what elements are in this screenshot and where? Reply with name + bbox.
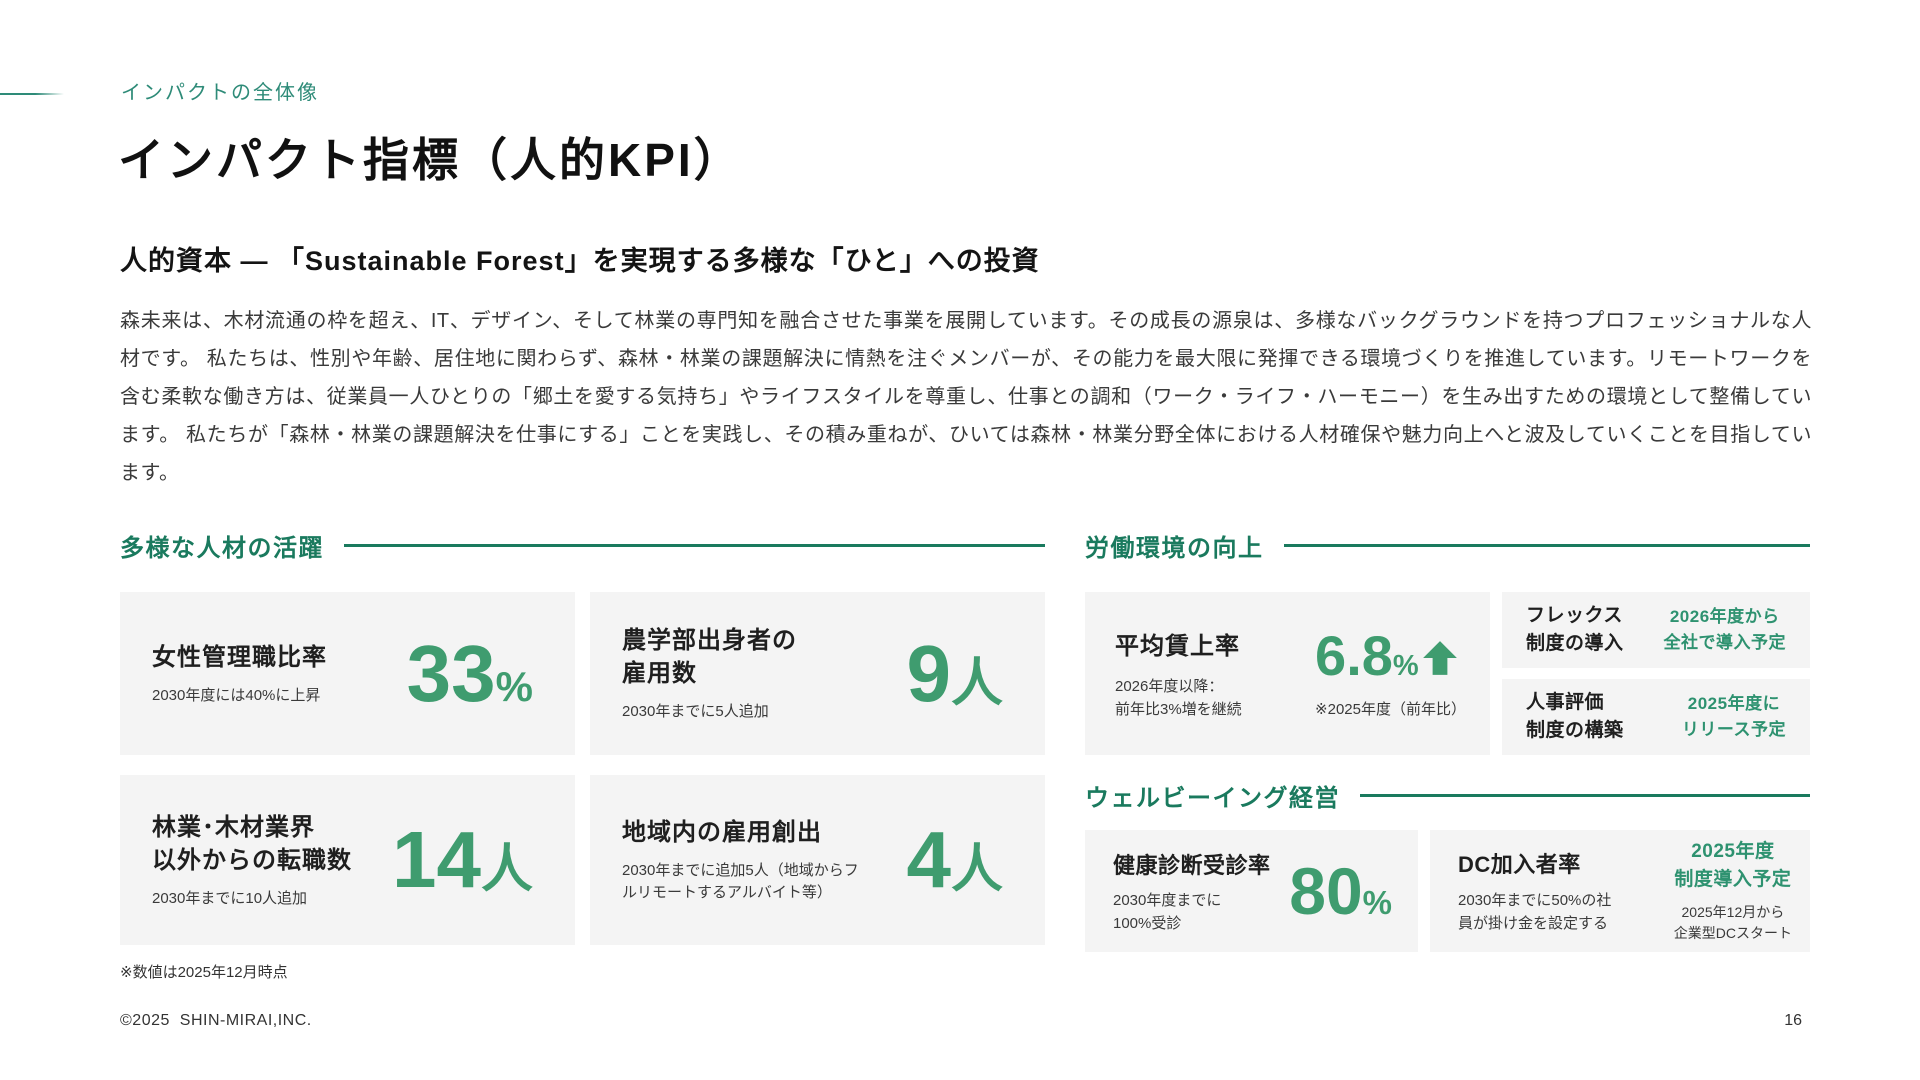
kpi-info: DC加入者率 2030年までに50%の社 員が掛け金を設定する <box>1458 847 1611 935</box>
mini-card-flex-system: フレックス 制度の導入 2026年度から 全社で導入予定 <box>1502 592 1810 668</box>
kpi-label: 健康診断受診率 <box>1113 852 1271 878</box>
eyebrow-label: インパクトの全体像 <box>121 82 319 104</box>
kpi-value: 9人 <box>906 628 1003 718</box>
kpi-note: 2030年までに5人追加 <box>622 703 769 720</box>
kpi-card-career-changers: 林業･木材業界 以外からの転職数 2030年までに10人追加 14人 <box>120 775 575 945</box>
kpi-info: 農学部出身者の 雇用数 2030年までに5人追加 <box>622 624 797 723</box>
kpi-card-dc-enrollment: DC加入者率 2030年までに50%の社 員が掛け金を設定する 2025年度 制… <box>1430 830 1810 952</box>
kpi-value: 4人 <box>906 815 1003 904</box>
wellbeing-section-rule <box>1360 793 1810 797</box>
kpi-card-wage-increase: 平均賃上率 2026年度以降： 前年比3%増を継続 6.8% ※2025年度（前… <box>1085 592 1490 755</box>
wellbeing-row: 健康診断受診率 2030年度までに 100%受診 80% DC加入者率 2030… <box>1085 830 1810 952</box>
kpi-label: 平均賃上率 <box>1115 633 1240 660</box>
wellbeing-section-title: ウェルビーイング経営 <box>1085 784 1340 812</box>
kpi-value: 80% <box>1289 854 1392 928</box>
kpi-value: 33% <box>406 628 533 718</box>
talent-section-title: 多様な人材の活躍 <box>120 534 324 562</box>
kpi-card-local-employment: 地域内の雇用創出 2030年までに追加5人（地域からフ ルリモートするアルバイト… <box>590 775 1045 945</box>
kpi-card-agriculture-grads: 農学部出身者の 雇用数 2030年までに5人追加 9人 <box>590 592 1045 755</box>
copyright: ©2025 SHIN-MIRAI,INC. <box>120 1012 312 1029</box>
kpi-note: 2030年度までに 100%受診 <box>1113 891 1222 932</box>
talent-section-header: 多様な人材の活躍 <box>120 528 1045 562</box>
kpi-note: 2030年までに追加5人（地域からフ ルリモートするアルバイト等） <box>622 862 859 901</box>
mini-card-label: 人事評価 制度の構築 <box>1526 692 1624 741</box>
labor-section-title: 労働環境の向上 <box>1085 534 1264 562</box>
accent-line <box>0 93 64 95</box>
mini-card-status: 2026年度から 全社で導入予定 <box>1663 607 1786 652</box>
talent-kpi-grid: 女性管理職比率 2030年度には40%に上昇 33% 農学部出身者の 雇用数 2… <box>120 592 1045 945</box>
kpi-info: 地域内の雇用創出 2030年までに追加5人（地域からフ ルリモートするアルバイト… <box>622 816 859 904</box>
mini-card-label: フレックス 制度の導入 <box>1526 605 1624 654</box>
kpi-label: 女性管理職比率 <box>152 643 327 671</box>
labor-section-header: 労働環境の向上 <box>1085 528 1810 562</box>
kpi-status-note: 2025年12月から 企業型DCスタート <box>1673 904 1792 941</box>
kpi-label: 地域内の雇用創出 <box>622 819 822 846</box>
kpi-info: 平均賃上率 2026年度以降： 前年比3%増を継続 <box>1115 626 1242 721</box>
page-number: 16 <box>1784 1012 1802 1029</box>
talent-section: 多様な人材の活躍 女性管理職比率 2030年度には40%に上昇 33% 農学部出… <box>120 528 1045 982</box>
data-footnote: ※数値は2025年12月時点 <box>120 964 288 981</box>
labor-section: 労働環境の向上 平均賃上率 2026年度以降： 前年比3%増を継続 6.8% ※… <box>1085 528 1810 952</box>
kpi-info: 林業･木材業界 以外からの転職数 2030年までに10人追加 <box>152 811 352 910</box>
kpi-card-health-checkup: 健康診断受診率 2030年度までに 100%受診 80% <box>1085 830 1418 952</box>
kpi-note: 2026年度以降： 前年比3%増を継続 <box>1115 678 1242 718</box>
kpi-value-block: 6.8% ※2025年度（前年比） <box>1315 628 1466 719</box>
labor-row: 平均賃上率 2026年度以降： 前年比3%増を継続 6.8% ※2025年度（前… <box>1085 592 1810 755</box>
kpi-label: 林業･木材業界 以外からの転職数 <box>152 813 352 874</box>
kpi-note: 2030年までに50%の社 員が掛け金を設定する <box>1458 892 1612 932</box>
kpi-value: 6.8% <box>1315 628 1466 684</box>
kpi-note: 2030年度には40%に上昇 <box>152 686 321 704</box>
kpi-label: DC加入者率 <box>1458 852 1581 877</box>
labor-section-rule <box>1283 543 1810 547</box>
subtitle: 人的資本 ― 「Sustainable Forest」を実現する多様な「ひと」へ… <box>120 246 1040 276</box>
kpi-info: 女性管理職比率 2030年度には40%に上昇 <box>152 641 327 707</box>
mini-card-column: フレックス 制度の導入 2026年度から 全社で導入予定 人事評価 制度の構築 … <box>1502 592 1810 755</box>
up-arrow-icon <box>1422 641 1457 675</box>
mini-card-hr-evaluation: 人事評価 制度の構築 2025年度に リリース予定 <box>1502 679 1810 755</box>
kpi-status-block: 2025年度 制度導入予定 2025年12月から 企業型DCスタート <box>1674 838 1792 944</box>
intro-paragraph: 森未来は、木材流通の枠を超え、IT、デザイン、そして林業の専門知を融合させた事業… <box>120 310 1812 484</box>
talent-section-rule <box>344 543 1045 547</box>
mini-card-status: 2025年度に リリース予定 <box>1681 694 1786 739</box>
kpi-status: 2025年度 制度導入予定 <box>1674 841 1792 890</box>
kpi-value-note: ※2025年度（前年比） <box>1315 701 1466 718</box>
kpi-value: 14人 <box>392 815 533 904</box>
kpi-note: 2030年までに10人追加 <box>152 889 308 907</box>
kpi-info: 健康診断受診率 2030年度までに 100%受診 <box>1113 848 1271 935</box>
kpi-card-female-managers: 女性管理職比率 2030年度には40%に上昇 33% <box>120 592 575 755</box>
wellbeing-section-header: ウェルビーイング経営 <box>1085 778 1810 812</box>
page-title: インパクト指標（人的KPI） <box>118 134 743 186</box>
kpi-label: 農学部出身者の 雇用数 <box>622 627 797 687</box>
